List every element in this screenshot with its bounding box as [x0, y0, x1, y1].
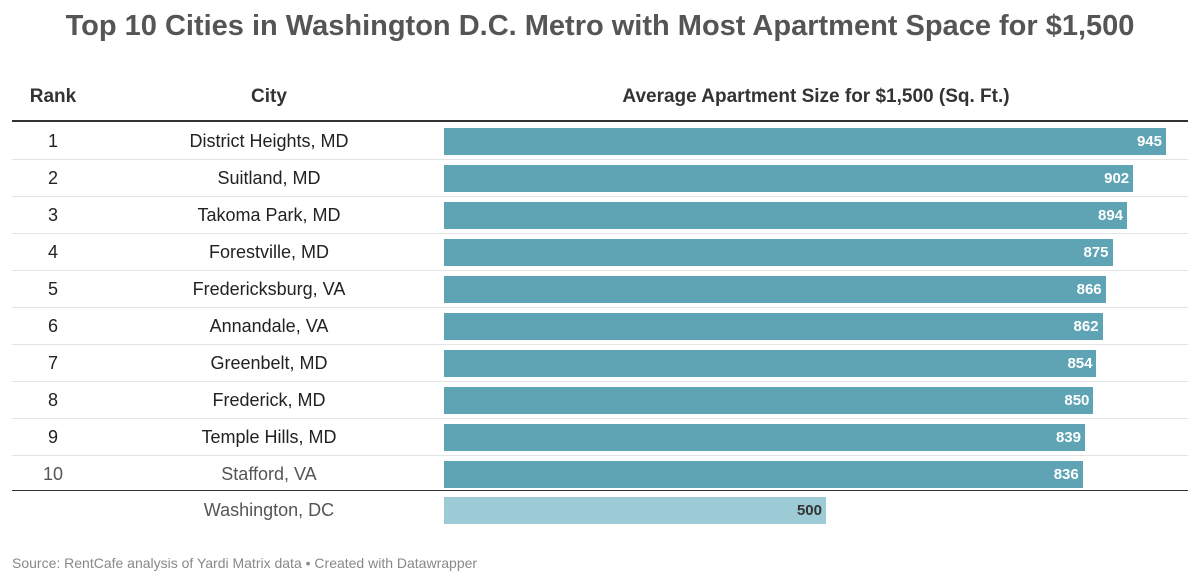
bar-value-label: 875 — [1083, 244, 1109, 261]
city-cell: Forestville, MD — [208, 242, 329, 262]
rank-cell: 1 — [47, 131, 58, 151]
bar: 850 — [444, 387, 1094, 414]
table-row: 4 Forestville, MD 875 — [12, 234, 1188, 271]
bar: 836 — [444, 461, 1083, 488]
header-divider — [12, 120, 1188, 122]
reference-bar: 500 — [444, 497, 826, 524]
bar-value-label: 836 — [1053, 466, 1079, 483]
bar-value-label: 854 — [1067, 355, 1093, 372]
city-cell: Temple Hills, MD — [201, 427, 337, 447]
chart-title: Top 10 Cities in Washington D.C. Metro w… — [65, 10, 1135, 42]
city-cell: Takoma Park, MD — [197, 205, 341, 225]
city-cell: Suitland, MD — [217, 168, 321, 188]
bar-value-label: 500 — [796, 502, 822, 519]
rank-cell: 9 — [47, 427, 58, 447]
rank-cell: 3 — [47, 205, 58, 225]
rank-cell: 10 — [42, 464, 64, 484]
rank-cell — [12, 492, 94, 529]
city-cell: Washington, DC — [203, 500, 335, 520]
table-row: 1 District Heights, MD 945 — [12, 123, 1188, 160]
rank-cell: 2 — [47, 168, 58, 188]
bar-value-label: 902 — [1104, 170, 1130, 187]
bar: 862 — [444, 313, 1103, 340]
bar-value-label: 850 — [1064, 392, 1090, 409]
bar: 839 — [444, 424, 1085, 451]
city-cell: Annandale, VA — [209, 316, 329, 336]
rank-cell: 8 — [47, 390, 58, 410]
table-row: 2 Suitland, MD 902 — [12, 160, 1188, 197]
table-row: 5 Fredericksburg, VA 866 — [12, 271, 1188, 308]
bar: 875 — [444, 239, 1113, 266]
table-row: 10 Stafford, VA 836 — [12, 456, 1188, 493]
table-row: 8 Frederick, MD 850 — [12, 382, 1188, 419]
bar-value-label: 862 — [1073, 318, 1099, 335]
bar: 866 — [444, 276, 1106, 303]
table-row: 7 Greenbelt, MD 854 — [12, 345, 1188, 382]
rank-cell: 6 — [47, 316, 58, 336]
city-cell: District Heights, MD — [189, 131, 349, 151]
bar: 894 — [444, 202, 1128, 229]
column-header-city: City — [251, 86, 287, 107]
reference-divider — [12, 490, 1188, 491]
table-row: 6 Annandale, VA 862 — [12, 308, 1188, 345]
column-header-rank: Rank — [29, 86, 77, 107]
bar: 854 — [444, 350, 1097, 377]
bar-value-label: 839 — [1055, 429, 1081, 446]
reference-row: Washington, DC 500 — [12, 492, 1188, 529]
rank-cell: 5 — [47, 279, 58, 299]
bar-value-label: 945 — [1136, 133, 1162, 150]
bar: 902 — [444, 165, 1134, 192]
table-row: 9 Temple Hills, MD 839 — [12, 419, 1188, 456]
city-cell: Greenbelt, MD — [210, 353, 328, 373]
city-cell: Stafford, VA — [221, 464, 317, 484]
bar-value-label: 894 — [1098, 207, 1124, 224]
rank-cell: 7 — [47, 353, 58, 373]
source-note: Source: RentCafe analysis of Yardi Matri… — [12, 555, 478, 571]
city-cell: Fredericksburg, VA — [192, 279, 346, 299]
bar-value-label: 866 — [1076, 281, 1102, 298]
table-row: 3 Takoma Park, MD 894 — [12, 197, 1188, 234]
column-header-value: Average Apartment Size for $1,500 (Sq. F… — [622, 86, 1010, 107]
rank-cell: 4 — [47, 242, 58, 262]
city-cell: Frederick, MD — [212, 390, 326, 410]
bar: 945 — [444, 128, 1166, 155]
